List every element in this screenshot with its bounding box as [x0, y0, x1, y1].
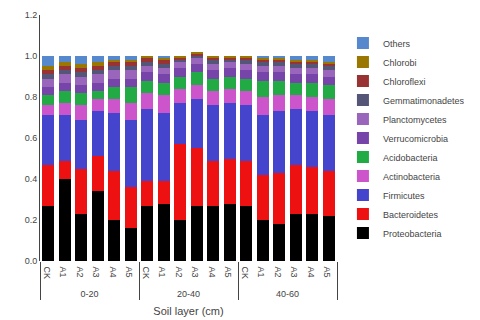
- svg-text:Others: Others: [383, 39, 411, 49]
- svg-text:0.4: 0.4: [25, 174, 38, 184]
- svg-text:1.0: 1.0: [25, 51, 38, 61]
- svg-text:A1: A1: [157, 267, 167, 278]
- svg-text:0.0: 0.0: [25, 256, 38, 266]
- svg-text:A5: A5: [223, 267, 233, 278]
- svg-text:Actinobacteria: Actinobacteria: [383, 172, 440, 182]
- svg-text:40-60: 40-60: [276, 289, 299, 299]
- svg-text:0.8: 0.8: [25, 92, 38, 102]
- svg-text:A3: A3: [289, 267, 299, 278]
- svg-text:A3: A3: [91, 267, 101, 278]
- svg-text:Gemmatimonadetes: Gemmatimonadetes: [383, 96, 465, 106]
- svg-text:A1: A1: [256, 267, 266, 278]
- svg-text:Proteobacteria: Proteobacteria: [383, 229, 442, 239]
- svg-text:Verrucomicrobia: Verrucomicrobia: [383, 134, 448, 144]
- svg-text:A2: A2: [174, 267, 184, 278]
- svg-text:Chlorobi: Chlorobi: [383, 58, 417, 68]
- svg-text:1.2: 1.2: [25, 10, 38, 20]
- svg-text:CK: CK: [141, 267, 151, 280]
- svg-text:A1: A1: [58, 267, 68, 278]
- svg-text:A5: A5: [322, 267, 332, 278]
- svg-text:0.2: 0.2: [25, 215, 38, 225]
- svg-text:Acidobacteria: Acidobacteria: [383, 153, 438, 163]
- svg-text:Planctomycetes: Planctomycetes: [383, 115, 447, 125]
- svg-text:Bacteroidetes: Bacteroidetes: [383, 210, 439, 220]
- svg-text:A4: A4: [108, 267, 118, 278]
- svg-text:Chloroflexi: Chloroflexi: [383, 77, 426, 87]
- svg-text:A3: A3: [190, 267, 200, 278]
- svg-text:A4: A4: [306, 267, 316, 278]
- svg-text:A5: A5: [124, 267, 134, 278]
- svg-text:A4: A4: [207, 267, 217, 278]
- svg-text:0.6: 0.6: [25, 133, 38, 143]
- svg-text:CK: CK: [240, 267, 250, 280]
- svg-text:CK: CK: [42, 267, 52, 280]
- svg-text:A2: A2: [273, 267, 283, 278]
- svg-text:0-20: 0-20: [80, 289, 98, 299]
- svg-text:A2: A2: [75, 267, 85, 278]
- svg-text:20-40: 20-40: [177, 289, 200, 299]
- svg-text:Firmicutes: Firmicutes: [383, 191, 425, 201]
- svg-text:Soil layer (cm): Soil layer (cm): [153, 305, 223, 317]
